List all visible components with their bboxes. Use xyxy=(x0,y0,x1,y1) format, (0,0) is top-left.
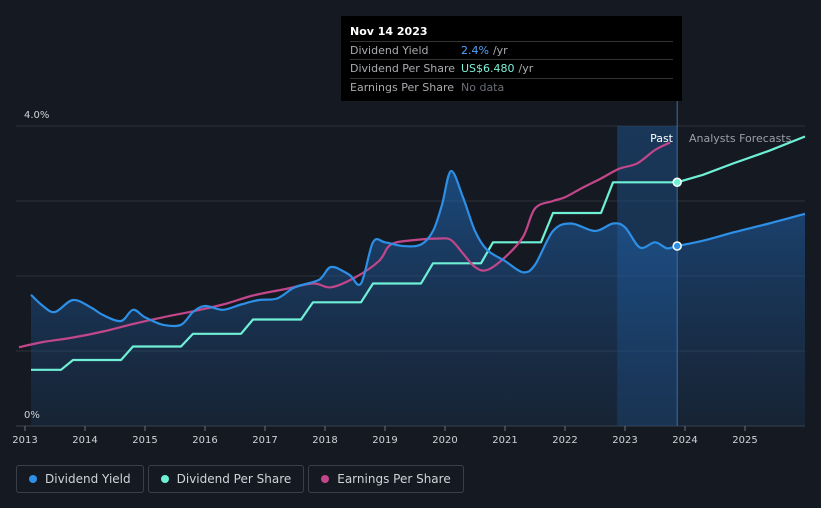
series-lines xyxy=(18,135,806,371)
legend-label: Dividend Yield xyxy=(45,472,131,486)
x-tick-label: 2016 xyxy=(192,435,217,446)
tooltip-date: Nov 14 2023 xyxy=(350,25,428,38)
x-tick-label: 2020 xyxy=(432,435,457,446)
legend-dot-icon xyxy=(160,475,169,483)
x-tick-label: 2023 xyxy=(612,435,637,446)
dividend-yield-area xyxy=(31,170,805,426)
tooltip-unit: /yr xyxy=(492,43,508,57)
legend-earnings-per-share[interactable]: Earnings Per Share xyxy=(308,465,464,493)
hover-tooltip: Nov 14 2023 Dividend Yield 2.4% /yr Divi… xyxy=(341,16,682,101)
tooltip-value: US$6.480 xyxy=(461,62,515,75)
x-tick-label: 2018 xyxy=(312,435,337,446)
tooltip-row-dividend-per-share: Dividend Per Share US$6.480 /yr xyxy=(350,59,673,78)
x-tick-label: 2025 xyxy=(732,435,757,446)
x-tick-label: 2024 xyxy=(672,435,697,446)
tooltip-unit: /yr xyxy=(518,62,534,75)
chart-canvas: 2013 2014 2015 2016 2017 2018 2019 2020 2021 2022… xyxy=(12,16,806,446)
legend-dot-icon xyxy=(321,475,330,483)
hover-markers xyxy=(672,177,682,251)
tooltip-value: 2.4% xyxy=(461,43,489,57)
tooltip-label: Dividend Yield xyxy=(350,43,429,57)
x-tick-label: 2014 xyxy=(72,435,97,446)
y-tick-label: 4.0% xyxy=(24,110,49,121)
chart-legend: Dividend Yield Dividend Per Share Earnin… xyxy=(16,465,464,493)
tooltip-label: Dividend Per Share xyxy=(350,62,456,75)
x-tick-label: 2017 xyxy=(252,435,277,446)
legend-dividend-per-share[interactable]: Dividend Per Share xyxy=(147,465,305,493)
dividend-yield-line xyxy=(30,169,806,328)
x-tick-label: 2015 xyxy=(132,435,157,446)
past-label: Past xyxy=(650,132,674,145)
tooltip-value: No data xyxy=(461,80,505,94)
dividend-yield-marker xyxy=(672,241,682,251)
x-tick-label: 2021 xyxy=(492,435,517,446)
x-tick-label: 2013 xyxy=(12,435,37,446)
dividend-per-share-marker xyxy=(672,177,682,187)
tooltip-row-dividend-yield: Dividend Yield 2.4% /yr xyxy=(350,40,673,60)
analysts-forecasts-label: Analysts Forecasts xyxy=(689,132,792,145)
legend-label: Dividend Per Share xyxy=(176,472,292,486)
legend-dot-icon xyxy=(29,475,37,483)
dividend-per-share-line xyxy=(31,135,806,371)
legend-label: Earnings Per Share xyxy=(337,472,451,486)
y-tick-label: 0% xyxy=(24,410,40,421)
x-tick-label: 2022 xyxy=(552,435,577,446)
y-axis: 4.0% 0% xyxy=(24,110,49,421)
legend-dividend-yield[interactable]: Dividend Yield xyxy=(16,465,144,493)
x-tick-label: 2019 xyxy=(372,435,397,446)
x-axis: 2013 2014 2015 2016 2017 2018 2019 2020 2021 2022… xyxy=(12,426,758,446)
tooltip-label: Earnings Per Share xyxy=(350,80,455,94)
tooltip-row-earnings-per-share: Earnings Per Share No data xyxy=(350,77,673,97)
